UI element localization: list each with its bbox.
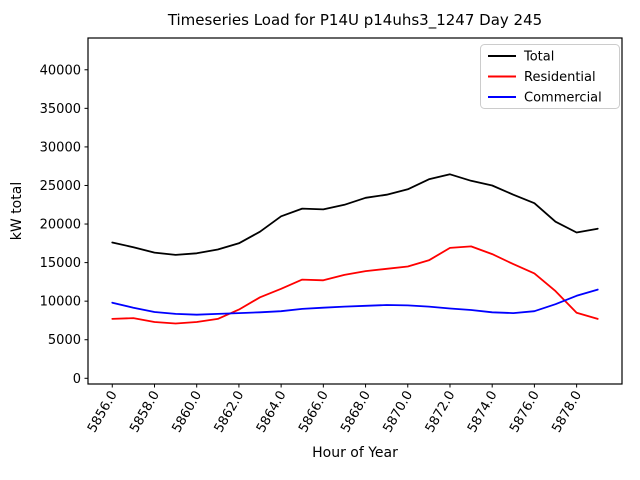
y-tick-label: 25000 <box>40 179 81 194</box>
x-tick-label: 5870.0 <box>380 389 416 436</box>
x-tick-label: 5856.0 <box>85 389 121 436</box>
plot-border <box>87 37 623 385</box>
y-tick-label: 40000 <box>40 63 81 78</box>
x-axis-label: Hour of Year <box>312 445 398 461</box>
x-tick-label: 5868.0 <box>338 389 374 436</box>
x-tick-label: 5866.0 <box>296 389 332 436</box>
x-tick-label: 5874.0 <box>465 389 501 436</box>
x-axis-ticks: 5856.0 5858.0 5860.0 5862.0 5864.0 5866.0 5868… <box>85 384 585 435</box>
y-tick-label: 15000 <box>40 256 81 271</box>
x-tick-label: 5864.0 <box>254 389 290 436</box>
x-tick-label: 5878.0 <box>549 389 585 436</box>
y-tick-label: 10000 <box>40 295 81 310</box>
legend-box <box>480 44 620 109</box>
x-tick-label: 5876.0 <box>507 389 543 436</box>
y-tick-label: 35000 <box>40 102 81 117</box>
y-axis-ticks: 0 5000 10000 15000 20000 25000 30000 35000 40000 <box>40 63 88 387</box>
x-tick-label: 5860.0 <box>169 389 205 436</box>
chart-title: Timeseries Load for P14U p14uhs3_1247 Da… <box>167 11 542 30</box>
y-axis-label: kW total <box>9 182 25 240</box>
legend-item-total: Total <box>488 50 554 65</box>
legend-label-total: Total <box>523 50 554 65</box>
series-lines <box>111 173 599 325</box>
series-line-commercial <box>111 288 599 316</box>
legend: Total Residential Commercial <box>480 44 620 109</box>
y-tick-label: 5000 <box>48 333 81 348</box>
x-tick-label: 5872.0 <box>423 389 459 436</box>
legend-label-residential: Residential <box>524 70 596 85</box>
x-tick-label: 5862.0 <box>212 389 248 436</box>
x-tick-label: 5858.0 <box>127 389 163 436</box>
y-tick-label: 20000 <box>40 218 81 233</box>
y-tick-label: 0 <box>73 372 81 387</box>
series-line-residential <box>111 245 599 325</box>
legend-label-commercial: Commercial <box>524 91 602 106</box>
legend-item-residential: Residential <box>488 70 596 85</box>
series-line-total <box>111 173 599 256</box>
legend-item-commercial: Commercial <box>488 91 602 106</box>
y-tick-label: 30000 <box>40 140 81 155</box>
